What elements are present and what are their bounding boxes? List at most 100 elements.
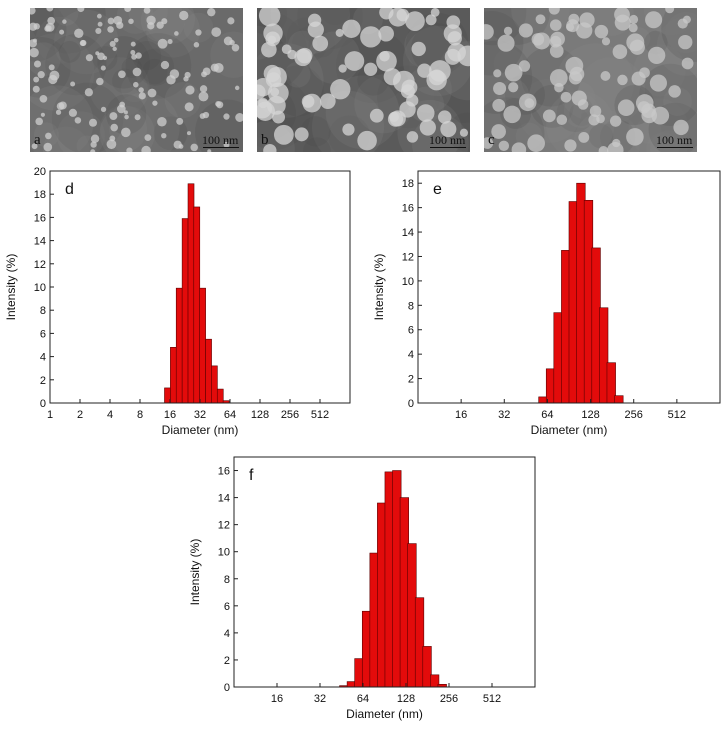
- scale-label-c: 100 nm: [656, 133, 693, 147]
- tem-particle: [344, 51, 365, 71]
- bar: [170, 347, 177, 404]
- tem-particle: [193, 42, 200, 48]
- tem-particle: [143, 8, 151, 14]
- x-axis-label: Diameter (nm): [162, 423, 239, 437]
- tem-texture: [51, 82, 124, 152]
- tem-particle: [138, 92, 146, 100]
- tem-texture: [30, 33, 95, 111]
- scale-bar-a: [203, 147, 239, 148]
- tem-particle: [312, 35, 329, 52]
- tem-particle: [263, 64, 281, 83]
- y-tick-label: 6: [408, 325, 414, 337]
- tem-particle: [430, 8, 440, 17]
- tem-particle: [147, 22, 155, 30]
- tem-particle: [173, 140, 182, 149]
- x-tick-label: 128: [251, 409, 269, 421]
- tem-particle: [96, 13, 102, 19]
- tem-particle: [123, 110, 128, 115]
- tem-particle: [133, 81, 139, 88]
- x-tick-label: 512: [668, 409, 686, 421]
- tem-particle: [74, 28, 84, 38]
- tem-particle: [47, 16, 56, 25]
- tem-image-c: [484, 8, 697, 152]
- tem-particle: [231, 43, 240, 52]
- tem-panel-a: [30, 8, 243, 152]
- tem-particle: [681, 57, 694, 70]
- tem-particle: [307, 13, 322, 27]
- tem-texture: [284, 61, 311, 88]
- tem-particle: [257, 84, 266, 100]
- y-tick-label: 12: [402, 251, 414, 263]
- tem-particle: [342, 123, 355, 136]
- bar: [205, 338, 212, 404]
- tem-particle: [184, 71, 191, 79]
- tem-texture: [53, 8, 79, 26]
- x-tick-label: 16: [271, 693, 283, 705]
- tem-particle: [498, 140, 510, 152]
- tem-particle: [406, 131, 419, 143]
- tem-particle: [378, 25, 394, 42]
- x-axis-label: Diameter (nm): [531, 423, 608, 437]
- tem-particle: [46, 8, 54, 12]
- plot-frame: [417, 170, 721, 404]
- y-tick-label: 16: [218, 466, 230, 478]
- tem-particle: [405, 11, 425, 31]
- tem-particle: [77, 8, 85, 13]
- tem-particle: [388, 8, 408, 27]
- tem-particle: [169, 69, 180, 79]
- tem-particle: [492, 98, 506, 112]
- tem-particle: [665, 8, 675, 14]
- tem-particle: [184, 102, 194, 112]
- y-tick-label: 14: [218, 493, 230, 505]
- tem-particle: [617, 99, 635, 117]
- bar: [187, 183, 195, 404]
- tem-particle: [548, 8, 560, 15]
- y-tick-label: 16: [34, 212, 46, 224]
- tem-particle: [84, 88, 93, 97]
- tem-particle: [617, 74, 628, 86]
- panel-label: d: [65, 181, 74, 198]
- x-tick-label: 256: [440, 693, 458, 705]
- tem-particle: [556, 114, 568, 126]
- tem-texture: [42, 126, 90, 152]
- tem-particle: [511, 142, 527, 152]
- y-tick-label: 8: [224, 574, 230, 586]
- plot-frame: [233, 456, 536, 688]
- tem-particle: [186, 131, 192, 136]
- tem-particle: [39, 94, 48, 103]
- tem-particle: [491, 124, 506, 139]
- panel-label-c: c: [488, 132, 495, 148]
- tem-particle: [379, 51, 390, 62]
- x-axis-label: Diameter (nm): [346, 707, 423, 721]
- panel-label-a: a: [34, 132, 41, 148]
- tem-particle: [95, 27, 102, 34]
- tem-particle: [527, 134, 545, 152]
- tem-particle: [128, 18, 134, 25]
- tem-particle: [678, 34, 693, 50]
- tem-particle: [234, 85, 240, 91]
- tem-particle: [549, 19, 562, 31]
- tem-particle: [493, 81, 507, 96]
- tem-texture: [97, 36, 150, 89]
- chart-d: 0 2 4 6 8 10 12 14 16 18 20 1 2 4 8 16 32 64 128 256 512 Diam…: [0, 160, 360, 445]
- tem-particle: [147, 88, 157, 98]
- tem-particle: [598, 146, 609, 152]
- tem-particle: [43, 142, 53, 152]
- y-tick-label: 10: [218, 547, 230, 559]
- tem-particle: [135, 52, 142, 59]
- tem-particle: [45, 22, 55, 32]
- tem-texture: [484, 8, 527, 46]
- y-axis-label: Intensity (%): [188, 539, 202, 606]
- tem-particle: [651, 106, 670, 125]
- tem-texture: [164, 82, 201, 119]
- x-tick-label: 32: [194, 409, 206, 421]
- tem-particle: [560, 91, 572, 103]
- scale-bar-b: [430, 147, 466, 148]
- tem-particle: [549, 44, 564, 58]
- tem-particle: [504, 63, 523, 82]
- bar: [175, 287, 183, 404]
- tem-texture: [30, 8, 67, 62]
- tem-particle: [179, 10, 189, 21]
- tem-particle: [138, 87, 144, 93]
